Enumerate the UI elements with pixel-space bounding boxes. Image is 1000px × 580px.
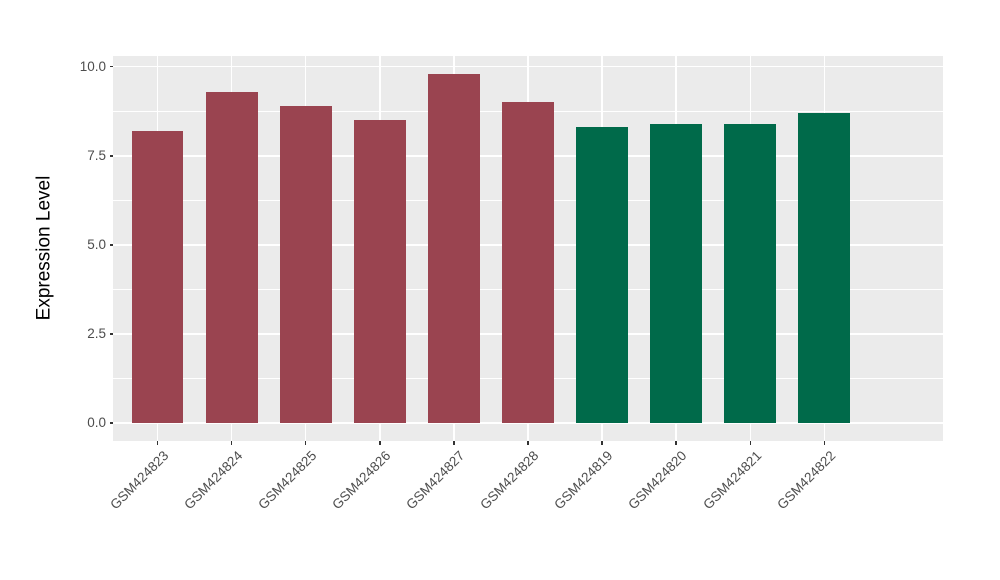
bar	[427, 73, 480, 424]
plot-panel	[113, 56, 943, 441]
bar	[650, 123, 703, 424]
x-axis-tick	[527, 441, 529, 445]
x-tick-label: GSM424822	[773, 448, 839, 513]
bar	[205, 91, 258, 424]
x-tick-label: GSM424825	[255, 448, 320, 513]
x-tick-label: GSM424819	[551, 448, 616, 513]
bar	[724, 123, 777, 424]
y-tick-label: 0.0	[87, 415, 106, 431]
bar	[502, 102, 554, 424]
y-tick-label: 10.0	[79, 58, 106, 74]
y-axis-tick	[109, 244, 113, 246]
x-tick-label: GSM424821	[699, 448, 764, 513]
y-tick-label: 7.5	[87, 147, 106, 163]
x-tick-label: GSM424820	[625, 448, 690, 513]
x-tick-label: GSM424823	[106, 448, 172, 513]
bar	[279, 105, 332, 424]
y-tick-label: 5.0	[87, 236, 106, 252]
x-axis-tick	[823, 441, 826, 445]
x-axis-tick	[304, 441, 307, 445]
y-axis-title: Expression Level	[33, 175, 54, 321]
x-tick-label: GSM424824	[180, 448, 246, 513]
x-axis-tick	[675, 441, 677, 445]
bar	[131, 130, 184, 424]
x-axis-tick	[379, 441, 381, 445]
y-axis-tick	[109, 422, 113, 424]
x-tick-label: GSM424828	[477, 448, 542, 513]
x-axis-tick	[156, 441, 159, 445]
x-axis-tick	[601, 441, 603, 445]
x-axis-tick	[453, 441, 455, 445]
x-axis-tick	[749, 441, 752, 445]
bar	[798, 113, 851, 424]
x-tick-label: GSM424826	[329, 448, 394, 513]
x-axis-tick	[230, 441, 233, 445]
y-axis-tick	[109, 333, 113, 335]
bar	[576, 127, 629, 424]
y-axis-tick	[109, 65, 113, 68]
x-tick-label: GSM424827	[403, 448, 468, 513]
bar	[353, 120, 406, 424]
y-tick-label: 2.5	[87, 326, 106, 342]
y-axis-tick	[109, 155, 113, 157]
